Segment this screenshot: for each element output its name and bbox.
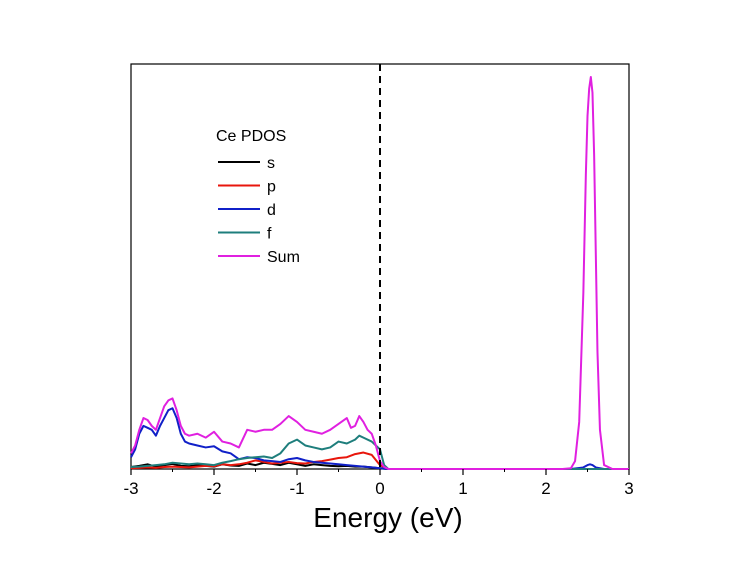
series-line-f — [130, 434, 629, 470]
legend-label-sum: Sum — [267, 249, 300, 266]
legend-label-f: f — [267, 226, 272, 243]
x-axis-title: Energy (eV) — [313, 502, 462, 533]
legend-label-d: d — [267, 202, 276, 219]
x-tick-label: -1 — [289, 479, 304, 498]
x-tick-label: -2 — [206, 479, 221, 498]
series-line-sum — [130, 76, 629, 470]
x-tick-label: -3 — [123, 479, 138, 498]
legend-label-p: p — [267, 179, 276, 196]
legend-title: Ce PDOS — [216, 128, 286, 145]
legend-label-s: s — [267, 155, 275, 172]
x-tick-label: 2 — [541, 479, 550, 498]
x-tick-label: 3 — [624, 479, 633, 498]
x-ticks-layer: -3 -2 -1 0 1 2 3 — [123, 469, 634, 498]
series-layer — [130, 76, 629, 470]
x-tick-label: 1 — [458, 479, 467, 498]
x-tick-label: 0 — [375, 479, 384, 498]
